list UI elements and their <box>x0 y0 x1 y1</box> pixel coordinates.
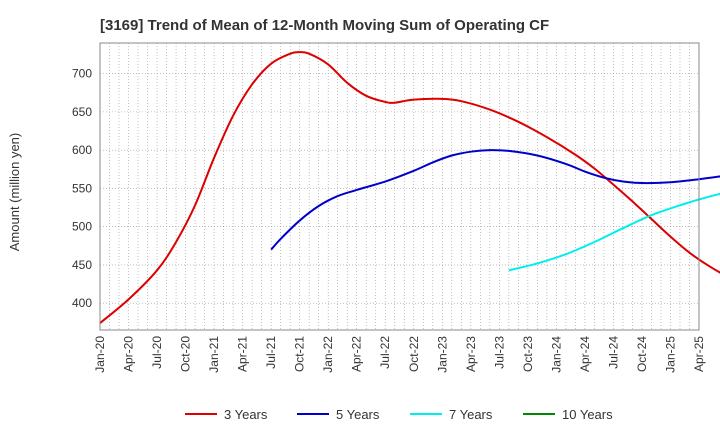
series-line-3-years <box>99 51 720 324</box>
x-tick-label: Apr-20 <box>122 336 136 372</box>
x-tick-label: Jan-23 <box>435 336 449 373</box>
x-tick-label: Apr-23 <box>464 336 478 372</box>
y-tick-label: 500 <box>72 220 92 234</box>
chart-title: [3169] Trend of Mean of 12-Month Moving … <box>100 17 549 34</box>
x-tick-label: Oct-24 <box>635 336 649 372</box>
x-tick-label: Oct-21 <box>293 336 307 372</box>
x-tick-labels: Jan-20 Apr-20 Jul-20 Oct-20 Jan-21 Apr-21 Jul-… <box>93 336 706 373</box>
y-tick-labels: 400 450 500 550 600 650 700 <box>72 67 92 311</box>
y-tick-label: 550 <box>72 181 92 195</box>
x-tick-label: Jan-24 <box>549 336 563 373</box>
legend-label-7-years: 7 Years <box>449 407 493 422</box>
x-tick-label: Jan-20 <box>93 336 107 373</box>
x-tick-label: Apr-22 <box>350 336 364 372</box>
y-tick-label: 400 <box>72 296 92 310</box>
legend-label-10-years: 10 Years <box>562 407 613 422</box>
x-tick-label: Jul-22 <box>378 336 392 369</box>
x-tick-label: Jul-24 <box>606 336 620 369</box>
grid <box>99 43 700 330</box>
series-line-7-years <box>508 192 720 272</box>
x-tick-label: Oct-20 <box>179 336 193 372</box>
x-tick-label: Jul-23 <box>492 336 506 369</box>
x-tick-label: Apr-24 <box>578 336 592 372</box>
x-tick-label: Jan-21 <box>207 336 221 373</box>
legend: 3 Years 5 Years 7 Years 10 Years <box>185 407 613 422</box>
x-tick-label: Jul-20 <box>150 336 164 369</box>
x-tick-label: Jan-22 <box>321 336 335 373</box>
plot-frame <box>99 42 700 331</box>
x-tick-label: Jan-25 <box>663 336 677 373</box>
x-tick-label: Apr-25 <box>692 336 706 372</box>
y-tick-label: 600 <box>72 143 92 157</box>
legend-label-3-years: 3 Years <box>224 407 268 422</box>
x-tick-label: Oct-22 <box>407 336 421 372</box>
y-axis-label: Amount (million yen) <box>7 133 22 252</box>
x-tick-label: Apr-21 <box>236 336 250 372</box>
y-tick-label: 450 <box>72 258 92 272</box>
x-tick-label: Jul-21 <box>264 336 278 369</box>
y-tick-label: 700 <box>72 67 92 81</box>
legend-label-5-years: 5 Years <box>336 407 380 422</box>
series-line-5-years <box>270 149 720 251</box>
series-lines <box>99 51 720 324</box>
x-tick-label: Oct-23 <box>521 336 535 372</box>
y-tick-label: 650 <box>72 105 92 119</box>
